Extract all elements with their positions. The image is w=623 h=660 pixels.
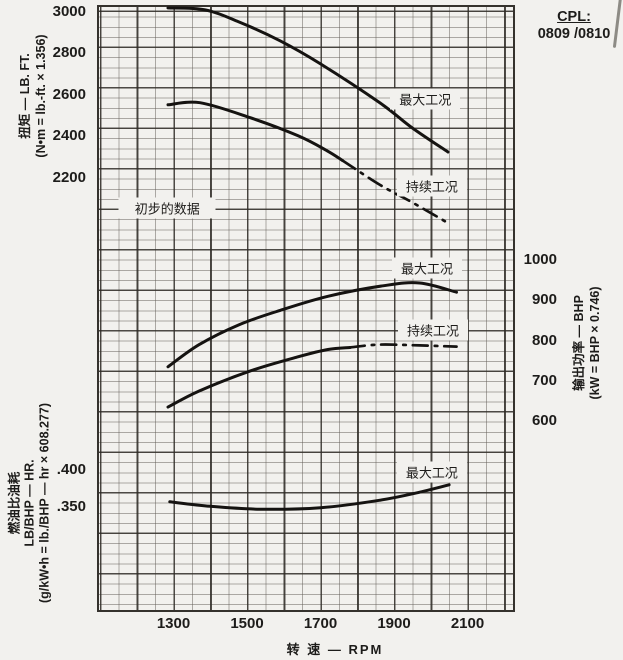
power-max-condition-label: 最大工况 [392,257,463,279]
torque-axis-title-line1: 扭矩 — LB. FT. [18,53,32,139]
rpm-tick-1500: 1500 [230,615,264,632]
power-axis-title: 输出功率 — BHP (kW = BHP × 0.746) [571,286,603,399]
torque-continuous-curve-solid [166,100,344,162]
torque-tick-2200: 2200 [52,168,86,186]
torque-max-condition-label: 最大工况 [390,88,461,110]
rpm-tick-2100: 2100 [450,615,485,632]
fuel-max-condition-label: 最大工况 [396,461,467,483]
rpm-tick-1700: 1700 [303,615,338,632]
torque-tick-2800: 2800 [52,44,86,62]
power-tick-600: 600 [531,412,557,430]
torque-continuous-curve-dash [341,159,450,225]
power-continuous-curve-dash [348,343,458,349]
torque-tick-2600: 2600 [52,85,86,103]
power-max-curve [166,281,458,369]
torque-tick-2400: 2400 [52,127,86,145]
torque-preliminary-data-label: 初步的数据 [118,197,216,219]
fuel-tick-0.4: .400 [56,461,86,478]
fuel-axis-title-line1: 燃油比油耗 [7,471,22,535]
torque-max-curve [166,6,450,154]
torque-continuous-condition-label: 持续工况 [396,175,467,197]
power-axis-title-line1: 输出功率 — BHP [572,295,586,391]
power-tick-1000: 1000 [523,251,557,268]
rpm-tick-1900: 1900 [377,615,411,632]
cpl-label: CPL: [557,9,591,25]
power-axis-title-line2: (kW = BHP × 0.746) [588,286,602,400]
power-tick-700: 700 [531,371,557,389]
power-continuous-condition-label: 持续工况 [397,319,468,341]
torque-tick-3000: 3000 [52,3,86,20]
fuel-max-curve [168,483,451,511]
power-continuous-curve-solid [166,346,352,409]
power-tick-900: 900 [531,291,557,309]
rpm-tick-1300: 1300 [156,615,191,632]
cpl-value: 0809 /0810 [537,26,611,42]
fuel-tick-0.35: .350 [56,498,86,515]
power-tick-800: 800 [531,331,557,349]
rpm-axis-title: 转 速 — RPM [286,642,384,657]
cpl-box: CPL: 0809 /0810 [533,9,615,43]
